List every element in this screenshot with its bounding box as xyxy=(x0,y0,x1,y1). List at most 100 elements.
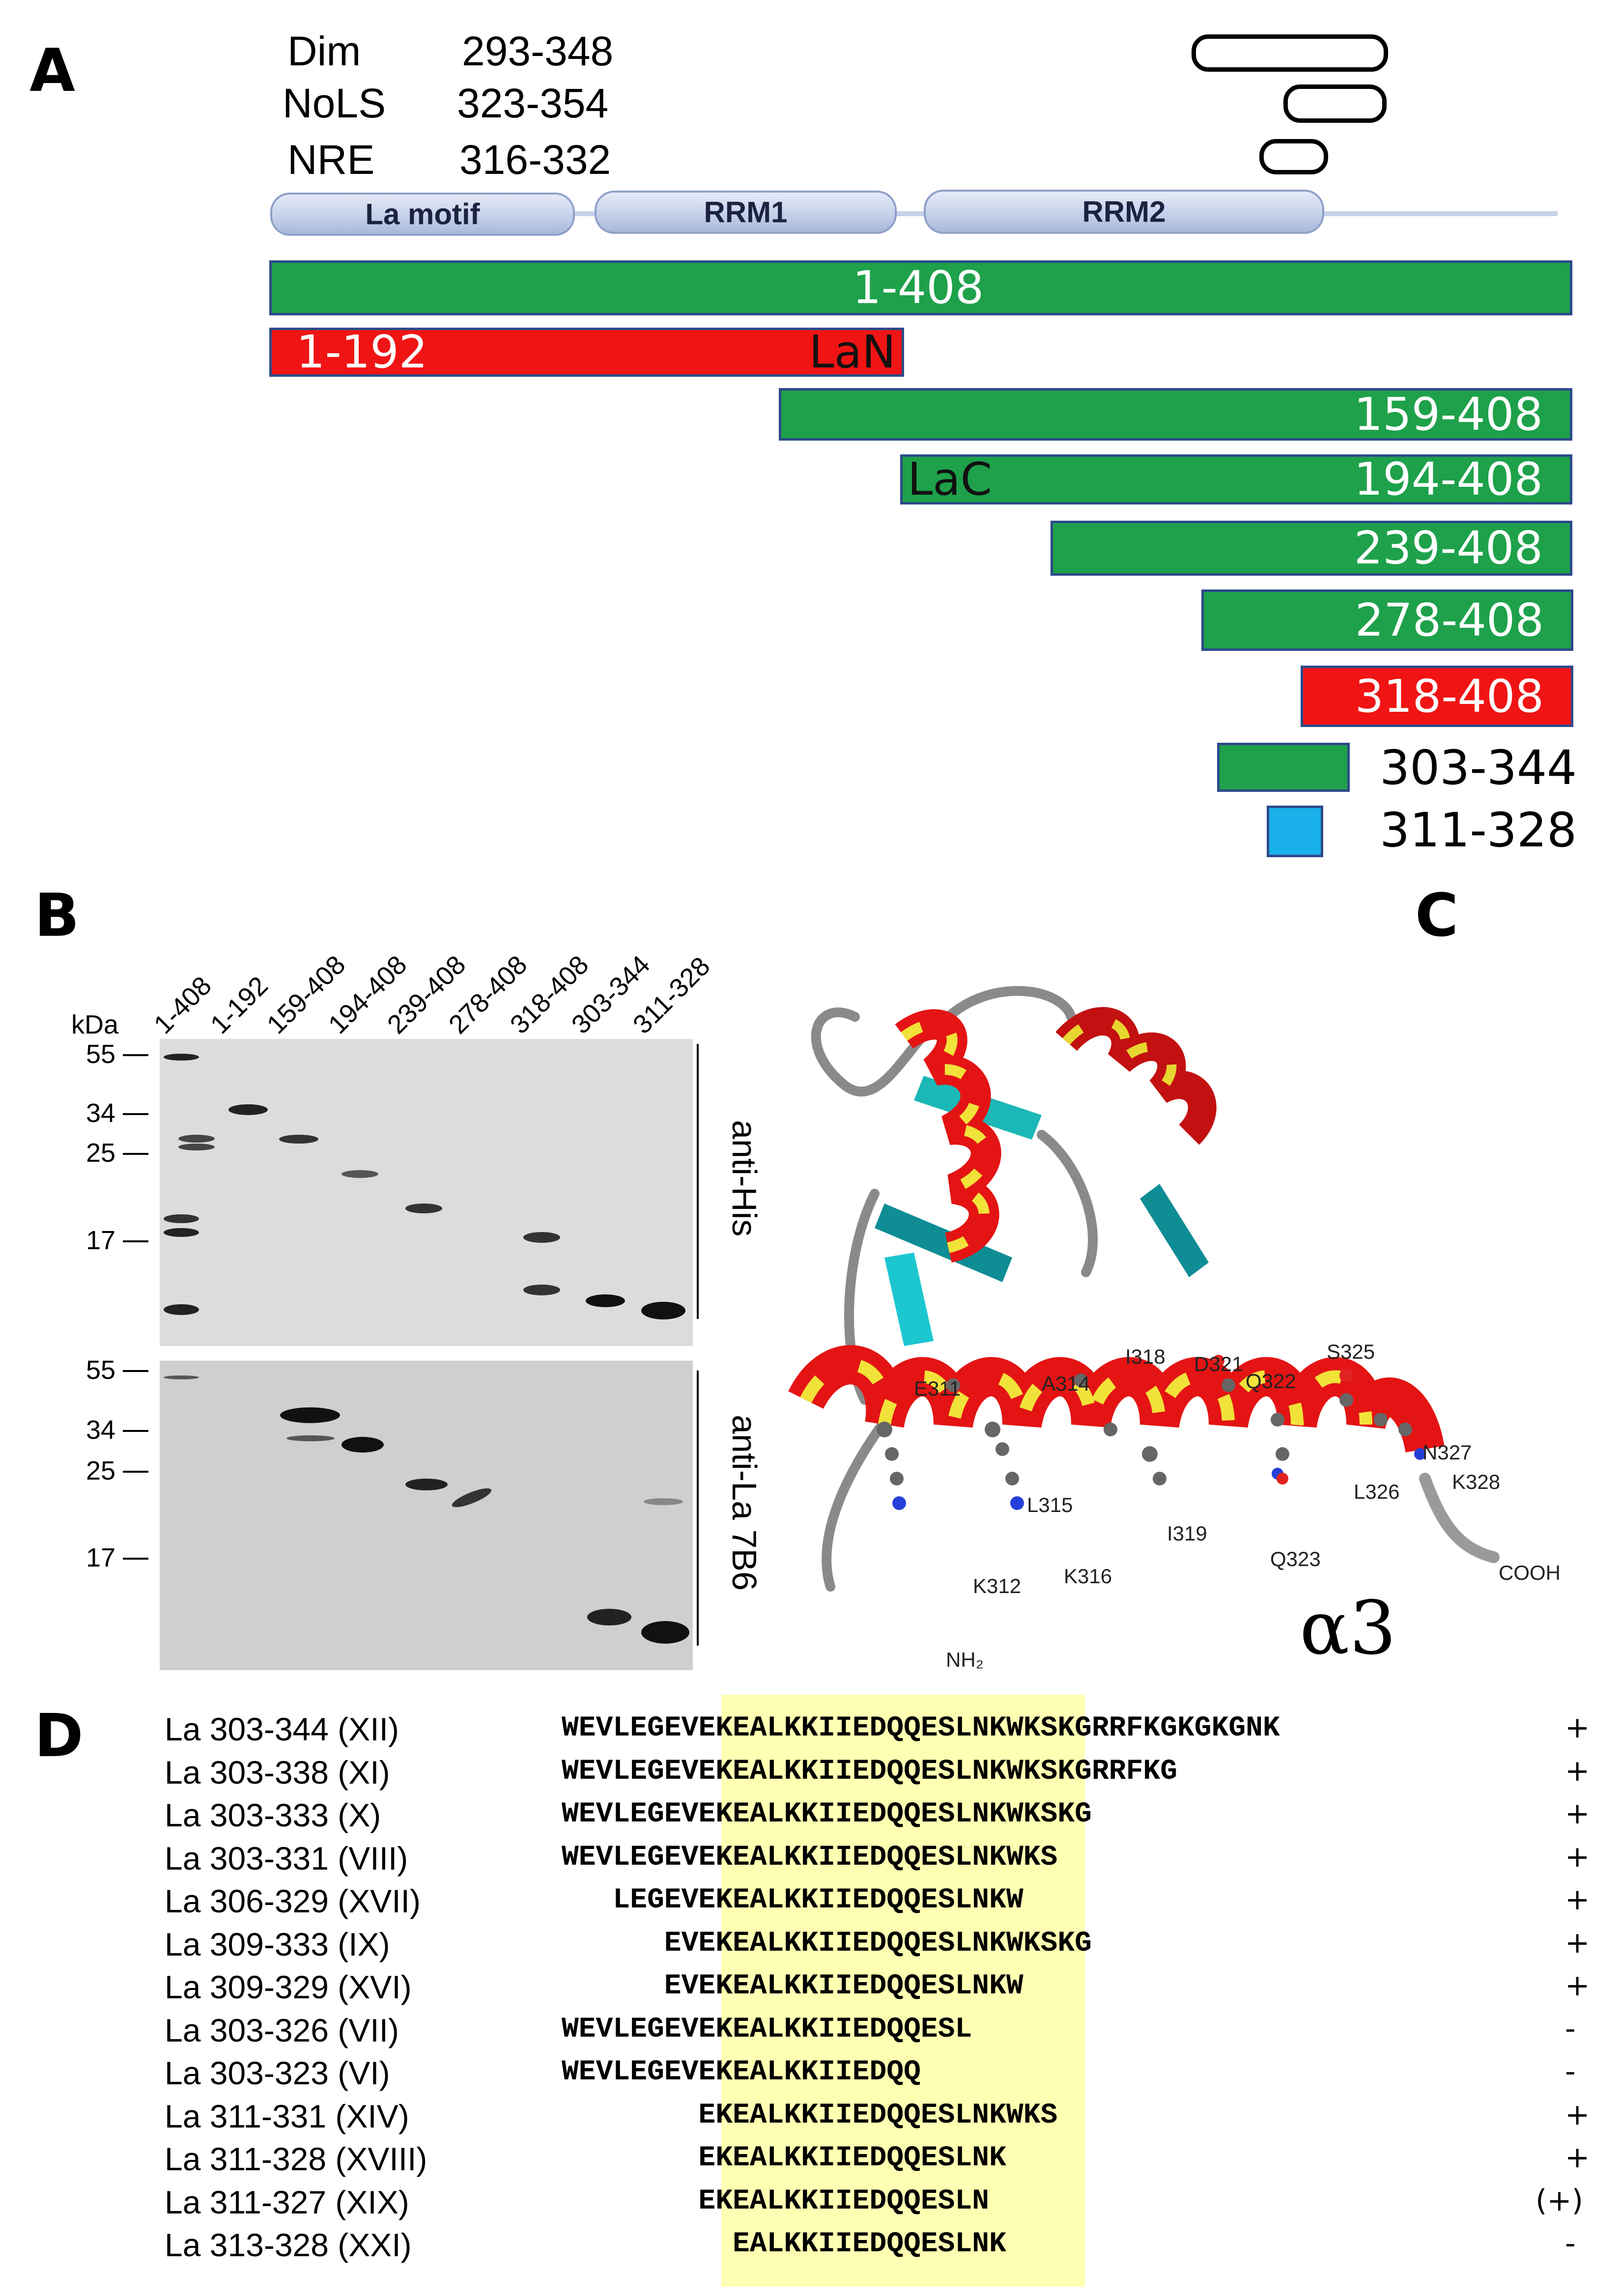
panel-a-letter: A xyxy=(29,37,75,105)
peptide-sequence: WEVLEGEVEKEALKKIIEDQQESLNKWKSKG xyxy=(562,1798,1092,1830)
nols-region-outline xyxy=(1283,84,1387,123)
band xyxy=(279,1135,318,1144)
marker-tick xyxy=(123,1558,148,1560)
residue-label: L326 xyxy=(1354,1480,1400,1503)
construct-318-408: 318-408 xyxy=(1301,666,1573,727)
marker-label: 25 xyxy=(86,1456,116,1485)
residue-label: K328 xyxy=(1452,1470,1501,1493)
residue-label: E311 xyxy=(914,1377,961,1400)
construct-inner-label: LaC xyxy=(908,453,992,505)
residue-label: I318 xyxy=(1125,1345,1165,1368)
peptide-result: + xyxy=(1565,1925,1590,1960)
construct-label: 318-408 xyxy=(1355,670,1544,723)
band xyxy=(641,1302,685,1319)
construct-239-408: 239-408 xyxy=(1051,521,1572,576)
blot-anti-la xyxy=(160,1361,693,1670)
panel-b-letter: B xyxy=(34,882,80,950)
peptide-name: La 311-331 (XIV) xyxy=(165,2098,409,2134)
upper-helix-1 xyxy=(895,1009,1001,1263)
domain-la-motif-label: La motif xyxy=(365,197,480,231)
residue-label: K312 xyxy=(973,1574,1022,1597)
band xyxy=(405,1204,442,1213)
band xyxy=(644,1498,683,1505)
protein-structure xyxy=(788,986,1500,1592)
residue-label: S325 xyxy=(1327,1340,1375,1363)
peptide-sequence: WEVLEGEVEKEALKKIIEDQQ xyxy=(562,2056,921,2088)
construct-label: 1-192 xyxy=(296,326,428,378)
band xyxy=(164,1054,199,1061)
band xyxy=(178,1144,215,1150)
peptide-result: - xyxy=(1565,2226,1576,2261)
marker-label: 25 xyxy=(86,1138,116,1168)
marker-label: 55 xyxy=(86,1355,116,1385)
domain-rrm2: RRM2 xyxy=(924,190,1324,234)
construct-label: 1-408 xyxy=(853,261,984,314)
peptide-sequence: WEVLEGEVEKEALKKIIEDQQESLNKWKSKGRRFKGKGKG… xyxy=(562,1712,1280,1744)
core-region-highlight xyxy=(721,1695,1085,2287)
residue-label: L315 xyxy=(1027,1493,1073,1516)
construct-label: 239-408 xyxy=(1354,522,1543,574)
peptide-sequence: WEVLEGEVEKEALKKIIEDQQESL xyxy=(562,2013,972,2045)
dim-region-outline xyxy=(1192,34,1388,72)
anti-his-label: anti-His xyxy=(725,1120,764,1237)
construct-label: 278-408 xyxy=(1355,593,1544,646)
peptide-name: La 303-333 (X) xyxy=(165,1797,381,1833)
cooh-terminus-label: COOH xyxy=(1499,1561,1561,1584)
peptide-sequence: LEGEVEKEALKKIIEDQQESLNKW xyxy=(613,1884,1023,1916)
marker-label: 34 xyxy=(86,1098,116,1128)
peptide-name: La 309-333 (IX) xyxy=(165,1926,390,1962)
residue-label: N327 xyxy=(1422,1441,1472,1464)
peptide-result: - xyxy=(1565,2054,1576,2089)
peptide-name: La 303-338 (XI) xyxy=(165,1754,390,1791)
lane-label: 1-408 xyxy=(148,971,217,1040)
construct-1-408: 1-408 xyxy=(269,260,1572,315)
residue-label: Q322 xyxy=(1246,1370,1296,1393)
peptide-sequence: EKEALKKIIEDQQESLNKWKS xyxy=(698,2099,1058,2131)
marker-label: 17 xyxy=(86,1226,116,1255)
band xyxy=(164,1304,199,1315)
band xyxy=(641,1621,689,1644)
peptide-sequence: EVEKEALKKIIEDQQESLNKW xyxy=(664,1970,1023,2002)
marker-tick xyxy=(123,1370,148,1372)
lane-label: 1-192 xyxy=(204,971,274,1040)
oxygen-atoms xyxy=(1213,1355,1353,1484)
peptide-result: (+) xyxy=(1535,2183,1584,2218)
peptide-result: + xyxy=(1565,2097,1590,2132)
band xyxy=(523,1285,560,1295)
domain-rrm1: RRM1 xyxy=(595,191,897,234)
construct-194-408: LaC 194-408 xyxy=(900,454,1572,504)
peptide-name: La 306-329 (XVII) xyxy=(165,1883,421,1919)
marker-tick xyxy=(123,1471,148,1473)
band xyxy=(164,1228,199,1237)
construct-303-344-label: 303-344 xyxy=(1380,740,1577,795)
marker-tick xyxy=(123,1153,148,1155)
construct-311-328 xyxy=(1267,806,1323,857)
feature-nre-range: 316-332 xyxy=(459,137,611,183)
peptide-result: + xyxy=(1565,1753,1590,1788)
peptide-name: La 311-328 (XVIII) xyxy=(165,2141,427,2177)
peptide-name: La 303-331 (VIII) xyxy=(165,1840,408,1876)
marker-label: 34 xyxy=(86,1415,116,1445)
peptide-name: La 303-323 (VI) xyxy=(165,2055,390,2091)
construct-159-408: 159-408 xyxy=(779,388,1572,441)
panel-d-letter: D xyxy=(34,1702,84,1770)
peptide-name: La 313-328 (XXI) xyxy=(165,2227,412,2263)
peptide-result: + xyxy=(1565,1839,1590,1874)
marker-tick xyxy=(123,1430,148,1432)
band xyxy=(341,1170,378,1178)
peptide-sequence: EVEKEALKKIIEDQQESLNKWKSKG xyxy=(664,1927,1092,1960)
anti-la-label: anti-La 7B6 xyxy=(725,1415,764,1591)
nre-region-outline xyxy=(1259,139,1328,174)
marker-label: 17 xyxy=(86,1543,116,1572)
kda-label: kDa xyxy=(71,1010,119,1039)
feature-dim-range: 293-348 xyxy=(462,28,614,74)
construct-303-344 xyxy=(1217,743,1350,792)
blot-divider-top xyxy=(697,1044,699,1319)
peptide-sequence: EKEALKKIIEDQQESLN xyxy=(698,2185,990,2217)
marker-tick xyxy=(123,1054,148,1056)
band xyxy=(405,1479,448,1490)
band xyxy=(164,1375,199,1379)
construct-1-192: 1-192 LaN xyxy=(269,328,904,377)
domain-rrm1-label: RRM1 xyxy=(704,196,788,229)
alpha3-label: α3 xyxy=(1300,1586,1396,1671)
